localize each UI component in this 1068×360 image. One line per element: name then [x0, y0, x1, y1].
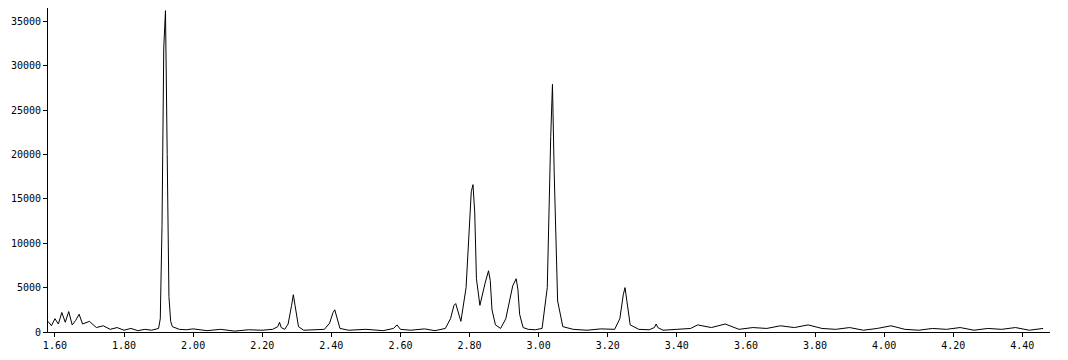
svg-text:2.00: 2.00 — [181, 340, 205, 351]
svg-text:4.00: 4.00 — [872, 340, 896, 351]
svg-text:3.00: 3.00 — [527, 340, 551, 351]
svg-text:10000: 10000 — [11, 238, 41, 249]
svg-text:3.60: 3.60 — [734, 340, 758, 351]
svg-text:5000: 5000 — [17, 282, 41, 293]
svg-text:2.40: 2.40 — [319, 340, 343, 351]
svg-text:3.80: 3.80 — [803, 340, 827, 351]
svg-text:1.80: 1.80 — [112, 340, 136, 351]
svg-text:0: 0 — [35, 327, 41, 338]
svg-text:3.40: 3.40 — [665, 340, 689, 351]
svg-text:2.80: 2.80 — [457, 340, 481, 351]
svg-text:2.20: 2.20 — [250, 340, 274, 351]
svg-text:25000: 25000 — [11, 105, 41, 116]
svg-text:30000: 30000 — [11, 60, 41, 71]
svg-text:1.60: 1.60 — [43, 340, 67, 351]
svg-text:20000: 20000 — [11, 149, 41, 160]
svg-text:4.20: 4.20 — [941, 340, 965, 351]
svg-text:4.40: 4.40 — [1010, 340, 1034, 351]
svg-text:3.20: 3.20 — [596, 340, 620, 351]
svg-text:2.60: 2.60 — [388, 340, 412, 351]
svg-text:35000: 35000 — [11, 16, 41, 27]
svg-text:15000: 15000 — [11, 193, 41, 204]
